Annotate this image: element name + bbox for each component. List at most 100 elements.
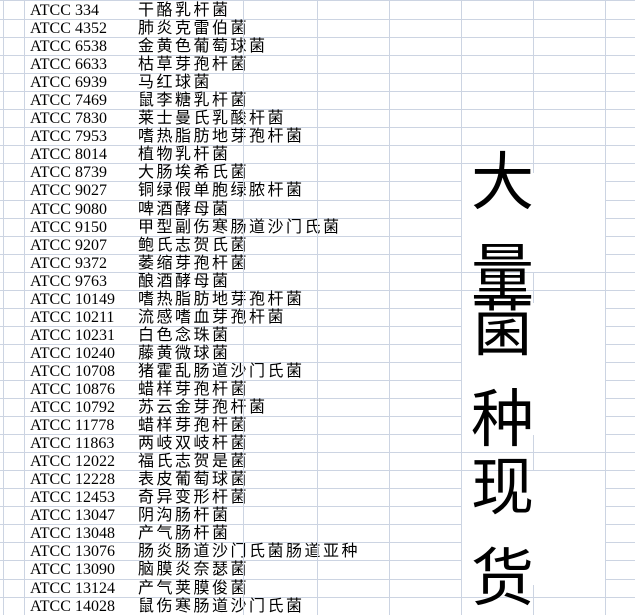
- cell-number: 6633: [75, 56, 107, 74]
- row-cell[interactable]: ATCC 9207 鲍氏志贺氏菌: [25, 236, 256, 254]
- row-cell[interactable]: ATCC 334 干酪乳杆菌: [25, 2, 237, 19]
- overlay-textbox-1[interactable]: 大量: [462, 148, 605, 309]
- column-gridline: [461, 1, 462, 615]
- row-cell[interactable]: ATCC 14028 鼠伤寒肠道沙门氏菌: [25, 597, 311, 615]
- row-cell[interactable]: ATCC 10231 白色念珠菌: [25, 326, 237, 344]
- cell-number: 11863: [75, 435, 115, 453]
- row-cell[interactable]: ATCC 13090 脑膜炎奈瑟菌: [25, 561, 256, 579]
- row-cell[interactable]: ATCC 6939 马红球菌: [25, 74, 219, 92]
- cell-number: 10792: [75, 399, 115, 417]
- cell-number: 8014: [75, 146, 107, 164]
- row-cell[interactable]: ATCC 11863 两岐双岐杆菌: [25, 435, 256, 453]
- row-cell[interactable]: ATCC 12022 福氏志贺是菌: [25, 453, 256, 471]
- row-cell[interactable]: ATCC 6538 金黄色葡萄球菌: [25, 38, 274, 56]
- cell-code: ATCC: [30, 597, 71, 615]
- table-row: ATCC 9763 酿酒酵母菌: [0, 272, 635, 291]
- cell-code: ATCC: [30, 2, 71, 19]
- cell-code: ATCC: [30, 164, 71, 182]
- overlay-textbox-2[interactable]: 菌种: [462, 294, 605, 455]
- cell-name: 猪霍乱肠道沙门氏菌: [138, 362, 305, 380]
- cell-number: 10149: [75, 290, 115, 308]
- cell-name: 啤酒酵母菌: [138, 200, 231, 218]
- cell-number: 334: [75, 2, 99, 19]
- cell-code: ATCC: [30, 92, 71, 110]
- row-cell[interactable]: ATCC 9080 啤酒酵母菌: [25, 200, 237, 218]
- cell-number: 7830: [75, 110, 107, 128]
- row-cell[interactable]: ATCC 10792 苏云金芽孢杆菌: [25, 399, 274, 417]
- row-cell[interactable]: ATCC 10708 猪霍乱肠道沙门氏菌: [25, 362, 311, 380]
- cell-code: ATCC: [30, 236, 71, 254]
- row-cell[interactable]: ATCC 10211 流感嗜血芽孢杆菌: [25, 308, 293, 326]
- column-gridline: [389, 1, 390, 615]
- row-cell[interactable]: ATCC 10240 藤黄微球菌: [25, 344, 237, 362]
- cell-number: 6939: [75, 74, 107, 92]
- table-row: ATCC 13124 产气荚膜俊菌: [0, 579, 635, 598]
- cell-number: 10211: [75, 308, 115, 326]
- cell-code: ATCC: [30, 579, 71, 597]
- cell-number: 7469: [75, 92, 107, 110]
- table-row: ATCC 10231 白色念珠菌: [0, 326, 635, 345]
- row-cell[interactable]: ATCC 13076 肠炎肠道沙门氏菌肠道亚种: [25, 543, 367, 561]
- row-cell[interactable]: ATCC 6633 枯草芽孢杆菌: [25, 56, 256, 74]
- row-cell[interactable]: ATCC 12453 奇异变形杆菌: [25, 489, 256, 507]
- row-cell[interactable]: ATCC 12228 表皮葡萄球菌: [25, 471, 256, 489]
- cell-code: ATCC: [30, 525, 71, 543]
- row-cell[interactable]: ATCC 9027 铜绿假单胞绿脓杆菌: [25, 182, 311, 200]
- overlay-text: 菌种: [471, 294, 543, 455]
- row-cell[interactable]: ATCC 13124 产气荚膜俊菌: [25, 579, 256, 597]
- cell-name: 蜡样芽孢杆菌: [138, 380, 250, 398]
- cell-number: 10240: [75, 344, 115, 362]
- row-cell[interactable]: ATCC 8739 大肠埃希氏菌: [25, 164, 256, 182]
- row-cell[interactable]: ATCC 13047 阴沟肠杆菌: [25, 507, 237, 525]
- cell-name: 酿酒酵母菌: [138, 272, 231, 290]
- cell-number: 10876: [75, 380, 115, 398]
- cell-name: 奇异变形杆菌: [138, 489, 250, 507]
- column-gridline: [605, 1, 606, 615]
- cell-name: 金黄色葡萄球菌: [138, 38, 268, 56]
- cell-name: 藤黄微球菌: [138, 344, 231, 362]
- row-cell[interactable]: ATCC 7469 鼠李糖乳杆菌: [25, 92, 256, 110]
- row-cell[interactable]: ATCC 11778 蜡样芽孢杆菌: [25, 417, 256, 435]
- cell-code: ATCC: [30, 543, 71, 561]
- row-cell[interactable]: ATCC 8014 植物乳杆菌: [25, 146, 237, 164]
- cell-number: 11778: [75, 417, 115, 435]
- column-gridline: [317, 1, 318, 615]
- cell-code: ATCC: [30, 182, 71, 200]
- cell-name: 甲型副伤寒肠道沙门氏菌: [138, 218, 342, 236]
- cell-number: 10231: [75, 326, 115, 344]
- cell-name: 产气荚膜俊菌: [138, 579, 250, 597]
- cell-code: ATCC: [30, 417, 71, 435]
- row-cell[interactable]: ATCC 9372 萎缩芽孢杆菌: [25, 254, 256, 272]
- cell-code: ATCC: [30, 471, 71, 489]
- cell-number: 4352: [75, 20, 107, 38]
- cell-code: ATCC: [30, 326, 71, 344]
- table-row: ATCC 6538 金黄色葡萄球菌: [0, 38, 635, 57]
- cell-number: 9207: [75, 236, 107, 254]
- cell-number: 9080: [75, 200, 107, 218]
- row-cell[interactable]: ATCC 13048 产气肠杆菌: [25, 525, 237, 543]
- row-cell[interactable]: ATCC 9150 甲型副伤寒肠道沙门氏菌: [25, 218, 348, 236]
- row-cell[interactable]: ATCC 10876 蜡样芽孢杆菌: [25, 380, 256, 398]
- cell-name: 产气肠杆菌: [138, 525, 231, 543]
- cell-name: 流感嗜血芽孢杆菌: [138, 308, 287, 326]
- cell-name: 枯草芽孢杆菌: [138, 56, 250, 74]
- cell-number: 6538: [75, 38, 107, 56]
- table-row: ATCC 13076 肠炎肠道沙门氏菌肠道亚种: [0, 543, 635, 562]
- cell-code: ATCC: [30, 110, 71, 128]
- row-cell[interactable]: ATCC 4352 肺炎克雷伯菌: [25, 20, 256, 38]
- cell-name: 鼠李糖乳杆菌: [138, 92, 250, 110]
- cell-code: ATCC: [30, 200, 71, 218]
- table-row: ATCC 13048 产气肠杆菌: [0, 525, 635, 544]
- overlay-textbox-3[interactable]: 现货: [462, 453, 605, 614]
- row-cell[interactable]: ATCC 9763 酿酒酵母菌: [25, 272, 237, 290]
- cell-number: 9150: [75, 218, 107, 236]
- row-cell[interactable]: ATCC 7830 莱士曼氏乳酸杆菌: [25, 110, 293, 128]
- row-cell[interactable]: ATCC 10149 嗜热脂肪地芽孢杆菌: [25, 290, 311, 308]
- row-cell[interactable]: ATCC 7953 嗜热脂肪地芽孢杆菌: [25, 128, 311, 146]
- column-gridline: [3, 1, 4, 615]
- cell-number: 13076: [75, 543, 115, 561]
- cell-name: 蜡样芽孢杆菌: [138, 417, 250, 435]
- cell-code: ATCC: [30, 146, 71, 164]
- cell-code: ATCC: [30, 507, 71, 525]
- cell-number: 9372: [75, 254, 107, 272]
